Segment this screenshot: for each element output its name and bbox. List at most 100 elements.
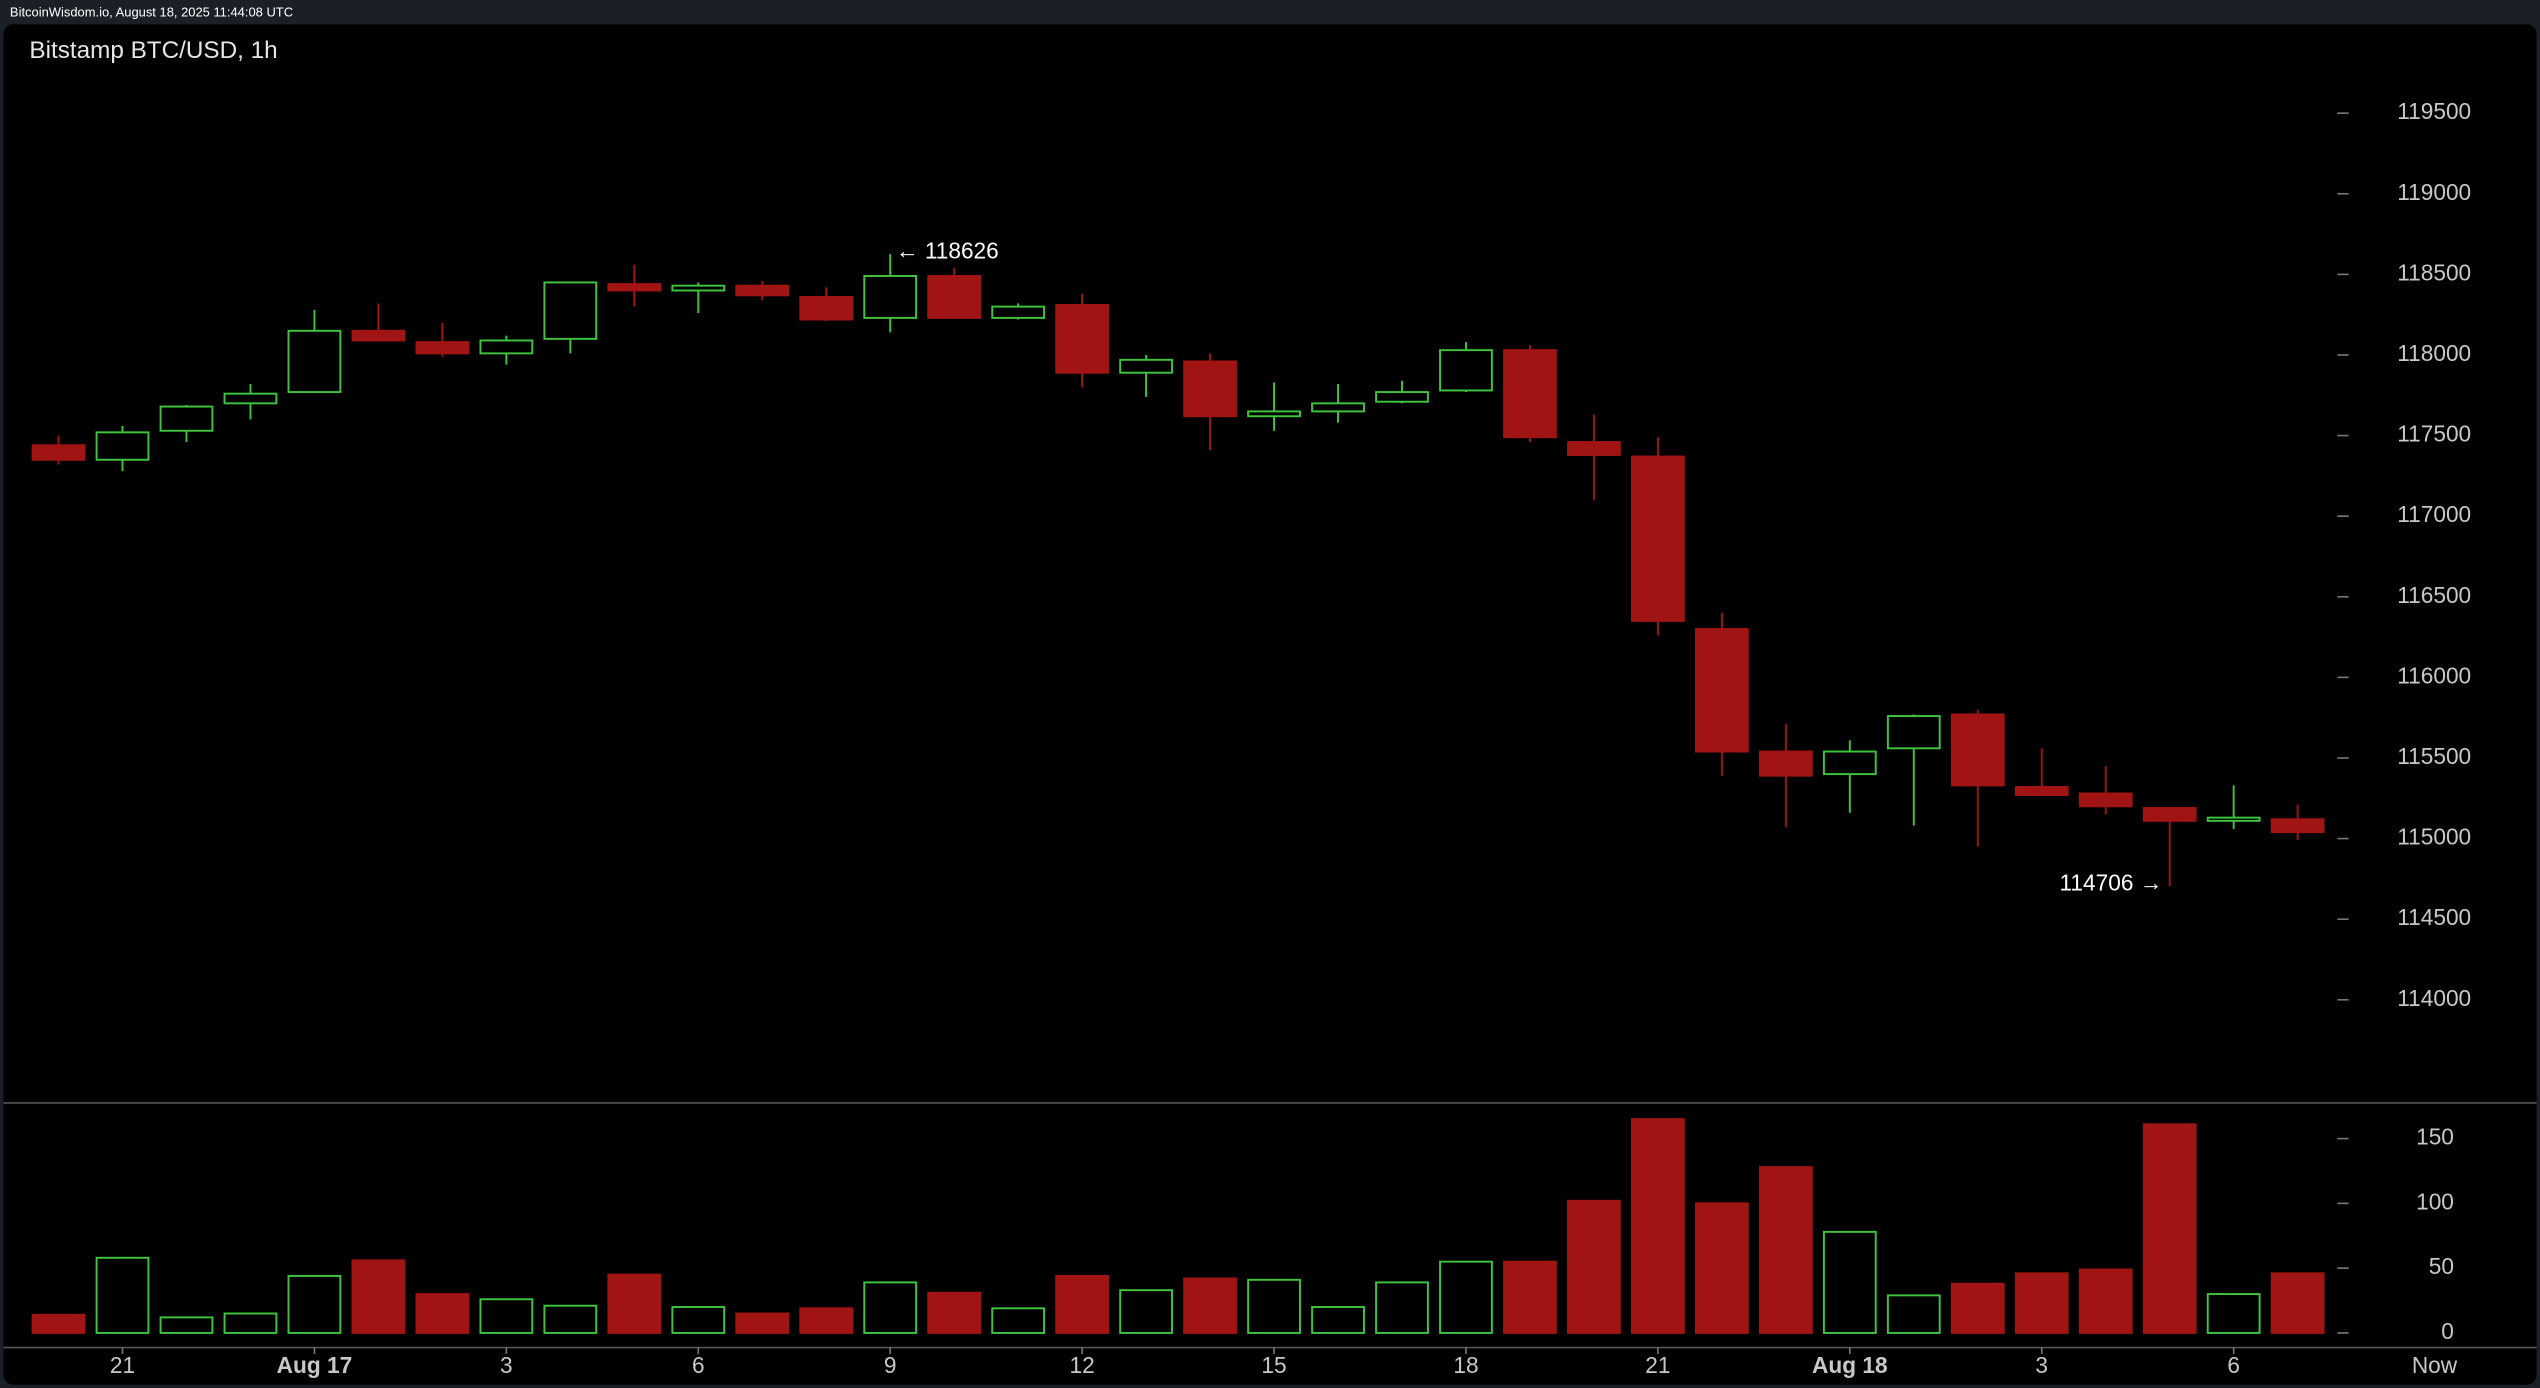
volume-bar	[543, 1304, 598, 1334]
x-tick-label: 6	[2227, 1352, 2240, 1378]
volume-bar	[159, 1316, 214, 1334]
candle-body	[479, 339, 534, 355]
volume-bar	[95, 1256, 150, 1334]
volume-bar	[479, 1298, 534, 1334]
candle-body	[671, 284, 726, 292]
x-tick-label: Aug 18	[1812, 1352, 1888, 1378]
candle-body	[415, 341, 470, 355]
candle-body	[1950, 713, 2005, 787]
volume-bar	[1055, 1274, 1110, 1334]
candle-body	[1375, 391, 1429, 403]
candle-body	[1439, 349, 1493, 392]
candle-body	[2142, 806, 2197, 822]
y-tick-label: 117000	[2397, 501, 2471, 527]
candle-body	[1694, 628, 1749, 753]
x-tick-label: 6	[692, 1352, 705, 1378]
volume-bar	[1311, 1306, 1365, 1334]
y-tick-label: 119000	[2397, 179, 2471, 205]
candle-body	[863, 275, 918, 319]
candle-body	[223, 392, 278, 405]
volume-bar	[31, 1313, 86, 1334]
y2-tick-label: 0	[2441, 1318, 2454, 1344]
volume-bar	[607, 1273, 662, 1334]
candle-body	[2078, 792, 2133, 808]
volume-bar	[1631, 1118, 1685, 1334]
candle-body	[1183, 360, 1237, 418]
volume-bar	[991, 1307, 1046, 1334]
candle-body	[1886, 715, 1941, 750]
volume-bar	[1119, 1289, 1173, 1334]
volume-bar	[863, 1281, 918, 1334]
candle-body	[159, 405, 214, 432]
volume-bar	[799, 1307, 854, 1334]
y-tick-label: 118500	[2397, 259, 2471, 285]
candle-body	[287, 329, 342, 394]
candle-body	[1247, 410, 1301, 418]
candle-body	[991, 305, 1046, 319]
annotation: ← 118626	[896, 238, 999, 264]
chart-title: Bitstamp BTC/USD, 1h	[29, 37, 277, 64]
volume-bar	[735, 1312, 790, 1334]
volume-bar	[223, 1312, 278, 1334]
candle-body	[2206, 816, 2261, 822]
volume-bar	[2014, 1272, 2069, 1334]
candle-body	[1631, 455, 1685, 622]
volume-bar	[2206, 1293, 2261, 1334]
volume-bar	[2142, 1123, 2197, 1334]
x-tick-label: 21	[1645, 1352, 1670, 1378]
volume-bar	[1567, 1199, 1621, 1334]
volume-bar	[1183, 1277, 1237, 1334]
x-tick-label: 15	[1261, 1352, 1286, 1378]
x-tick-label: 3	[500, 1352, 513, 1378]
y2-tick-label: 100	[2416, 1188, 2454, 1214]
x-tick-label: Now	[2412, 1352, 2458, 1378]
annotation: 114706 →	[2060, 869, 2163, 895]
candle-body	[607, 283, 662, 292]
x-tick-label: 21	[110, 1352, 135, 1378]
candle-body	[927, 275, 982, 319]
candle-body	[351, 329, 406, 342]
candle-body	[735, 284, 790, 297]
volume-bar	[2078, 1268, 2133, 1334]
y-tick-label: 114500	[2397, 904, 2471, 930]
volume-bar	[351, 1259, 406, 1334]
y-tick-label: 115500	[2397, 743, 2471, 769]
volume-bar	[2270, 1272, 2325, 1334]
volume-bar	[287, 1274, 342, 1334]
candle-body	[2014, 786, 2069, 797]
volume-bar	[1822, 1230, 1877, 1334]
volume-bar	[1694, 1202, 1749, 1334]
volume-bar	[671, 1306, 726, 1334]
chart-panel	[3, 24, 2537, 1385]
candle-body	[1758, 750, 1813, 777]
candle-body	[1311, 402, 1365, 413]
volume-bar	[927, 1291, 982, 1334]
candle-body	[1119, 358, 1173, 374]
volume-bar	[1439, 1260, 1493, 1334]
y-tick-label: 115000	[2397, 824, 2471, 850]
candle-body	[1567, 441, 1621, 456]
y-tick-label: 117500	[2397, 421, 2471, 447]
x-tick-label: 3	[2035, 1352, 2048, 1378]
volume-bar	[1886, 1294, 1941, 1334]
y2-tick-label: 50	[2429, 1253, 2454, 1279]
candle-body	[2270, 818, 2325, 834]
candle-body	[799, 295, 854, 321]
candle-body	[1822, 750, 1877, 776]
volume-bar	[1503, 1260, 1557, 1334]
candle-body	[1503, 349, 1557, 439]
y-tick-label: 119500	[2397, 98, 2471, 124]
y-tick-label: 116500	[2397, 582, 2471, 608]
x-tick-label: 12	[1070, 1352, 1095, 1378]
y2-tick-label: 150	[2416, 1124, 2454, 1150]
candle-body	[31, 444, 86, 461]
x-tick-label: 9	[884, 1352, 897, 1378]
y-tick-label: 116000	[2397, 662, 2471, 688]
volume-bar	[1247, 1278, 1301, 1334]
candle-body	[95, 431, 150, 461]
y-tick-label: 114000	[2397, 985, 2471, 1011]
y-tick-label: 118000	[2397, 340, 2471, 366]
header: BitcoinWisdom.io, August 18, 2025 11:44:…	[10, 4, 293, 19]
